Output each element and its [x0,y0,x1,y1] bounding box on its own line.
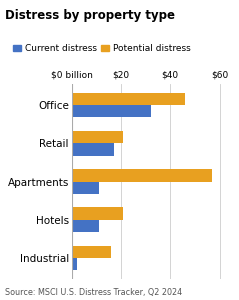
Text: Source: MSCI U.S. Distress Tracker, Q2 2024: Source: MSCI U.S. Distress Tracker, Q2 2… [5,288,182,297]
Bar [72,182,99,194]
Legend: Current distress, Potential distress: Current distress, Potential distress [9,40,194,57]
Text: Distress by property type: Distress by property type [5,9,175,22]
Bar [72,131,123,143]
Bar [72,143,114,155]
Bar [72,220,99,232]
Bar [72,169,212,182]
Bar [72,105,151,117]
Bar [72,258,77,270]
Bar [72,246,111,258]
Bar [72,208,123,220]
Bar [72,93,185,105]
